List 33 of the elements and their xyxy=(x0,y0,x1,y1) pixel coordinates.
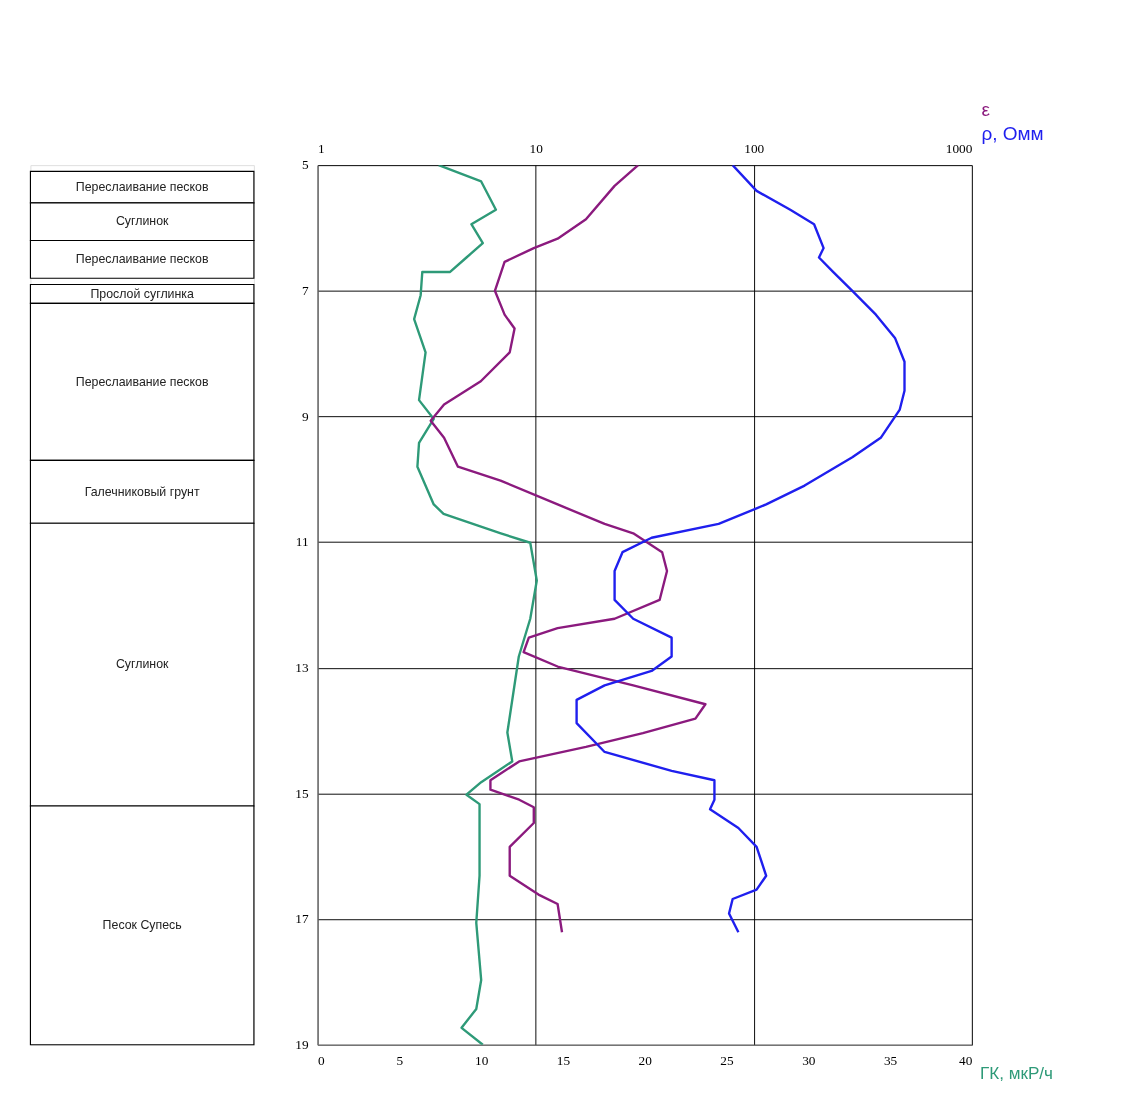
x2-tick-label: 1000 xyxy=(945,141,973,157)
x-tick-label: 15 xyxy=(556,1053,571,1069)
y-tick-label: 9 xyxy=(301,408,309,424)
x-tick-label: 35 xyxy=(883,1053,898,1069)
series-label: Переслаивание песков xyxy=(75,179,209,194)
text: ρ, Омм xyxy=(981,123,1044,145)
y-tick-label: 5 xyxy=(301,157,309,173)
text: ε xyxy=(981,98,991,120)
x-tick-label: 30 xyxy=(802,1053,816,1069)
x-tick-label: 20 xyxy=(638,1053,653,1069)
series-label: Суглинок xyxy=(115,214,170,229)
y-tick-label: 7 xyxy=(301,283,309,299)
x2-tick-label: 100 xyxy=(744,141,765,157)
y-tick-label: 17 xyxy=(295,911,309,927)
series-label: Суглинок xyxy=(115,657,170,672)
x-tick-label: 40 xyxy=(959,1053,973,1069)
y-tick-label: 19 xyxy=(295,1037,309,1053)
x-tick-label: 10 xyxy=(475,1053,489,1069)
line-series xyxy=(412,165,538,1045)
x-tick-label: 0 xyxy=(318,1053,326,1069)
series-label: Переслаивание песков xyxy=(75,252,209,267)
series-label: Песок Супесь xyxy=(102,918,182,933)
series-label: Прослой суглинка xyxy=(90,286,195,301)
y-tick-label: 11 xyxy=(295,534,309,550)
x-axis-title: ГК, мкР/ч xyxy=(979,1064,1054,1084)
x2-tick-label: 10 xyxy=(529,141,544,157)
x-tick-label: 25 xyxy=(720,1053,735,1069)
x2-tick-label: 1 xyxy=(318,141,325,157)
series-label: Галечниковый грунт xyxy=(84,484,200,499)
x-tick-label: 5 xyxy=(396,1053,404,1069)
y-tick-label: 15 xyxy=(295,785,309,801)
series-label: Переслаивание песков xyxy=(75,374,209,389)
y-tick-label: 13 xyxy=(295,660,309,676)
